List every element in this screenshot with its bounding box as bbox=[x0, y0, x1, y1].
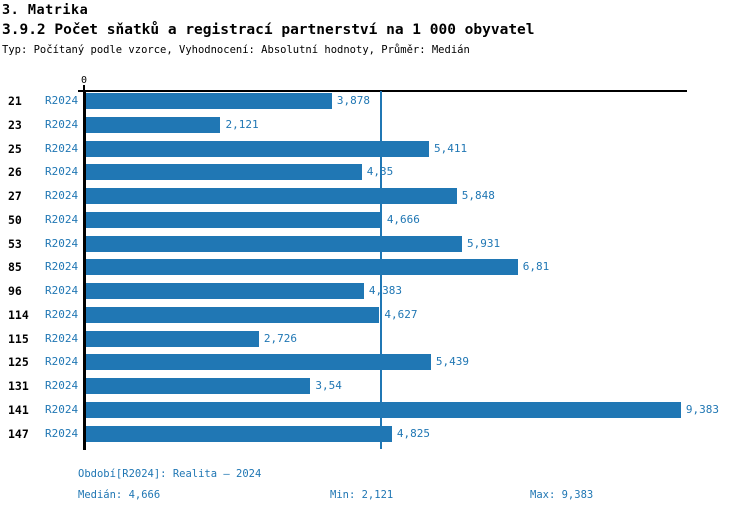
row-category-label: 50 bbox=[8, 212, 22, 227]
bar bbox=[86, 188, 457, 205]
row-series-label: R2024 bbox=[45, 284, 79, 298]
bar-value-label: 5,931 bbox=[467, 236, 501, 250]
bar-value-label: 3,878 bbox=[336, 94, 370, 107]
bar-row: 23 R2024 2,121 bbox=[0, 116, 750, 133]
bar-row: 115 R2024 2,726 bbox=[0, 330, 750, 347]
row-series-label: R2024 bbox=[45, 212, 79, 226]
row-category-label: 141 bbox=[8, 403, 29, 417]
bar bbox=[86, 211, 382, 228]
bar-value-label: 2,121 bbox=[225, 117, 259, 131]
footer-median-label: Medián: 4,666 bbox=[78, 489, 161, 501]
row-series-label: R2024 bbox=[45, 260, 79, 274]
row-category-label: 115 bbox=[8, 331, 29, 346]
bar bbox=[86, 425, 392, 442]
bar bbox=[86, 116, 221, 133]
row-category-label: 25 bbox=[8, 141, 22, 156]
row-series-label: R2024 bbox=[45, 307, 79, 321]
x-axis-zero-tick bbox=[83, 85, 85, 91]
row-series-label: R2024 bbox=[45, 403, 79, 416]
row-category-label: 27 bbox=[8, 189, 22, 204]
bar-value-label: 5,411 bbox=[434, 141, 468, 155]
bar-row: 50 R2024 4,666 bbox=[0, 211, 750, 228]
bar bbox=[86, 140, 430, 157]
bar bbox=[86, 93, 332, 109]
row-category-label: 85 bbox=[8, 260, 22, 275]
row-category-label: 125 bbox=[8, 355, 29, 370]
row-category-label: 114 bbox=[8, 307, 29, 322]
x-axis-line bbox=[78, 90, 687, 92]
bar-row: 27 R2024 5,848 bbox=[0, 188, 750, 205]
row-category-label: 147 bbox=[8, 426, 29, 441]
row-series-label: R2024 bbox=[45, 189, 79, 203]
x-axis-zero-label: 0 bbox=[80, 75, 88, 86]
bar-row: 25 R2024 5,411 bbox=[0, 140, 750, 157]
footer-max-label: Max: 9,383 bbox=[530, 489, 594, 501]
bar bbox=[86, 402, 681, 418]
bar bbox=[86, 306, 380, 323]
section-title: 3. Matrika bbox=[2, 2, 89, 18]
bar bbox=[86, 330, 259, 347]
row-category-label: 26 bbox=[8, 165, 22, 180]
bar-row: 21 R2024 3,878 bbox=[0, 93, 750, 109]
row-series-label: R2024 bbox=[45, 165, 79, 179]
row-series-label: R2024 bbox=[45, 331, 79, 345]
bar-value-label: 6,81 bbox=[522, 260, 550, 274]
bar bbox=[86, 283, 364, 300]
bar bbox=[86, 378, 311, 395]
chart-meta: Typ: Počítaný podle vzorce, Vyhodnocení:… bbox=[2, 44, 470, 56]
bar-value-label: 9,383 bbox=[685, 403, 719, 416]
bar-row: 53 R2024 5,931 bbox=[0, 235, 750, 252]
y-axis-line bbox=[83, 90, 86, 450]
bar-row: 147 R2024 4,825 bbox=[0, 425, 750, 442]
bar-value-label: 5,848 bbox=[461, 189, 495, 203]
bar-row: 85 R2024 6,81 bbox=[0, 259, 750, 276]
footer-period-label: Období[R2024]: Realita – 2024 bbox=[78, 468, 262, 480]
bar-value-label: 4,35 bbox=[366, 165, 394, 179]
bar-row: 26 R2024 4,35 bbox=[0, 164, 750, 181]
bar-value-label: 4,666 bbox=[386, 212, 420, 226]
bar-value-label: 4,383 bbox=[368, 284, 402, 298]
row-category-label: 96 bbox=[8, 284, 22, 299]
row-category-label: 21 bbox=[8, 94, 22, 108]
chart-title: 3.9.2 Počet sňatků a registrací partners… bbox=[2, 22, 535, 38]
bar bbox=[86, 164, 362, 181]
row-series-label: R2024 bbox=[45, 355, 79, 369]
bar-row: 125 R2024 5,439 bbox=[0, 354, 750, 371]
row-series-label: R2024 bbox=[45, 141, 79, 155]
row-series-label: R2024 bbox=[45, 379, 79, 393]
row-series-label: R2024 bbox=[45, 426, 79, 440]
bar-value-label: 5,439 bbox=[435, 355, 469, 369]
bar-row: 141 R2024 9,383 bbox=[0, 402, 750, 418]
bar-value-label: 3,54 bbox=[315, 379, 342, 393]
footer-min-label: Min: 2,121 bbox=[330, 489, 394, 501]
row-category-label: 53 bbox=[8, 236, 22, 251]
row-series-label: R2024 bbox=[45, 94, 79, 107]
row-category-label: 23 bbox=[8, 117, 22, 132]
bar-row: 131 R2024 3,54 bbox=[0, 378, 750, 395]
bar-row: 114 R2024 4,627 bbox=[0, 306, 750, 323]
bar-value-label: 2,726 bbox=[263, 331, 297, 345]
row-series-label: R2024 bbox=[45, 117, 79, 131]
bar-row: 96 R2024 4,383 bbox=[0, 283, 750, 300]
bar bbox=[86, 354, 431, 371]
bar bbox=[86, 259, 518, 276]
row-category-label: 131 bbox=[8, 379, 29, 394]
bar-value-label: 4,627 bbox=[384, 307, 418, 321]
row-series-label: R2024 bbox=[45, 236, 79, 250]
bar-value-label: 4,825 bbox=[396, 426, 431, 440]
bar bbox=[86, 235, 463, 252]
